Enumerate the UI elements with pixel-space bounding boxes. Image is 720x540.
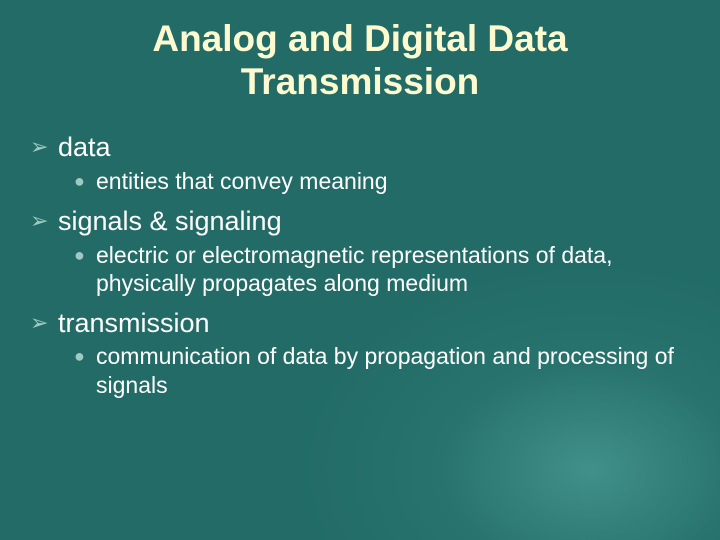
arrow-icon: ➢: [30, 133, 48, 161]
bullet-lvl1: ➢ transmission: [30, 307, 690, 341]
bullet-lvl1-text: signals & signaling: [58, 206, 282, 236]
dot-icon: ●: [74, 346, 96, 368]
arrow-icon: ➢: [30, 207, 48, 235]
bullet-lvl2: ● communication of data by propagation a…: [74, 342, 690, 398]
bullet-lvl1: ➢ data: [30, 131, 690, 165]
bullet-lvl2-text: electric or electromagnetic representati…: [96, 241, 682, 297]
bullet-lvl2: ● electric or electromagnetic representa…: [74, 241, 690, 297]
bullet-lvl2-text: entities that convey meaning: [96, 167, 682, 195]
arrow-icon: ➢: [30, 309, 48, 337]
bullet-lvl1-text: transmission: [58, 308, 210, 338]
bullet-lvl1: ➢ signals & signaling: [30, 205, 690, 239]
dot-icon: ●: [74, 245, 96, 267]
slide-title: Analog and Digital Data Transmission: [30, 18, 690, 103]
bullet-lvl2: ● entities that convey meaning: [74, 167, 690, 195]
dot-icon: ●: [74, 171, 96, 193]
slide: Analog and Digital Data Transmission ➢ d…: [0, 0, 720, 540]
bullet-lvl2-text: communication of data by propagation and…: [96, 342, 682, 398]
bullet-lvl1-text: data: [58, 132, 111, 162]
